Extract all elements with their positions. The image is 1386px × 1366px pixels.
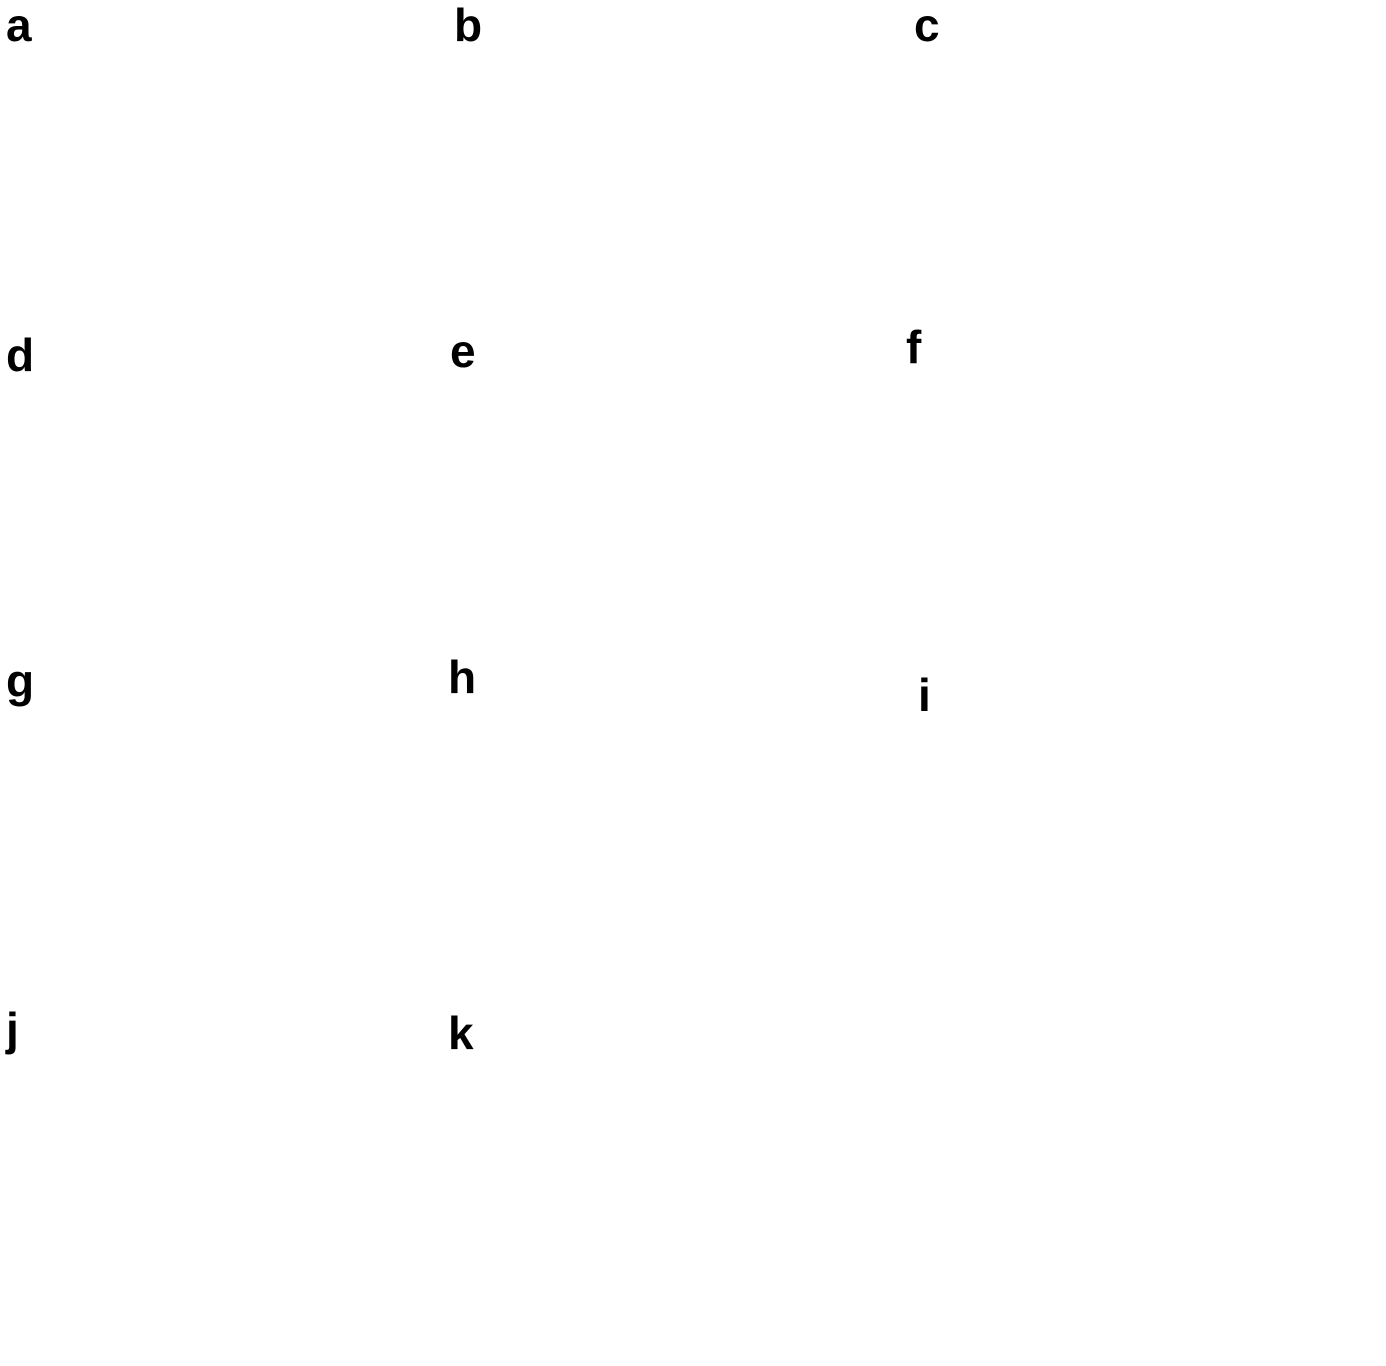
panel-letter-a: a [6,0,32,51]
panel-letter-b: b [454,0,483,51]
panel-letter-k: k [448,1007,474,1059]
panel-letter-e: e [450,325,476,377]
panel-letter-d: d [6,329,35,381]
panel-letter-i: i [918,669,931,721]
panel-letter-c: c [914,0,940,51]
panel-letter-f: f [906,321,922,373]
panel-letter-h: h [448,651,477,703]
panel-letter-g: g [6,655,35,707]
panel-letter-j: j [6,1003,19,1055]
